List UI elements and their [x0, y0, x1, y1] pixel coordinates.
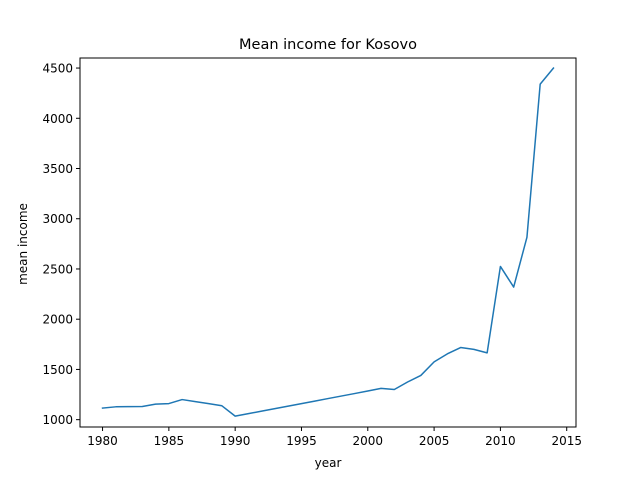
plot-area	[101, 66, 555, 417]
x-tick-label: 2010	[485, 434, 516, 448]
x-tick-label: 2015	[551, 434, 582, 448]
axes-frame	[79, 57, 577, 428]
x-tick-label: 1980	[87, 434, 118, 448]
x-tick-label: 2005	[419, 434, 450, 448]
y-tick-label: 2500	[42, 262, 73, 276]
y-tick-label: 4500	[42, 62, 73, 76]
x-axis-ticks: 1980 1985 1990 1995 2000 2005 2010 2015	[87, 427, 582, 448]
series-line	[101, 66, 555, 417]
x-tick-label: 2000	[353, 434, 384, 448]
y-tick-label: 3000	[42, 212, 73, 226]
chart-title: Mean income for Kosovo	[239, 37, 417, 53]
x-tick-label: 1985	[154, 434, 185, 448]
x-tick-label: 1995	[286, 434, 317, 448]
y-tick-label: 1000	[42, 413, 73, 427]
y-axis-ticks: 1000 1500 2000 2500 3000 3500 4000 4500	[42, 62, 80, 427]
x-tick-label: 1990	[220, 434, 251, 448]
y-axis-label: mean income	[16, 203, 30, 285]
x-axis-label: year	[315, 456, 342, 470]
y-tick-label: 3500	[42, 162, 73, 176]
y-tick-label: 4000	[42, 112, 73, 126]
y-tick-label: 1500	[42, 363, 73, 377]
y-tick-label: 2000	[42, 313, 73, 327]
